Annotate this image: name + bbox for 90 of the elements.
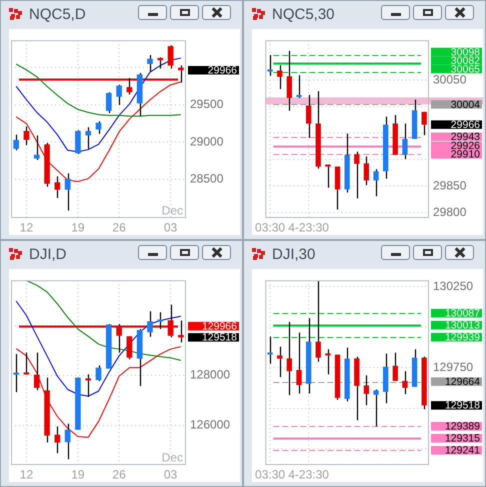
candlestick: [296, 332, 302, 394]
x-tick-label: 03: [164, 468, 178, 482]
candlestick: [334, 166, 340, 210]
chart-title: DJI,30: [272, 246, 316, 263]
text: 29966: [450, 118, 480, 131]
candlestick: [75, 130, 81, 155]
candlestick: [277, 64, 282, 90]
candlestick: [392, 352, 398, 382]
candlestick: [354, 151, 360, 199]
candlestick: [54, 176, 60, 199]
candlestick: [286, 50, 292, 112]
y-tick-label: 29800: [433, 205, 467, 220]
candlestick: [126, 78, 132, 96]
candlestick: [422, 111, 427, 136]
ref-line-label: 129939: [444, 331, 480, 344]
candlestick: [306, 94, 312, 138]
candlestick: [64, 172, 70, 212]
candlestick: [24, 352, 30, 376]
candlestick: [402, 370, 408, 395]
candlestick: [116, 84, 122, 106]
candlestick: [364, 156, 370, 186]
ref-line-label: 129315: [444, 432, 480, 445]
text: 129518: [202, 332, 237, 344]
x-tick-label: 4-23:30: [288, 220, 330, 235]
candlestick: [178, 320, 184, 343]
candlestick: [126, 336, 132, 360]
ref-line-label: 29910: [450, 148, 480, 161]
candlestick: [325, 164, 331, 188]
x-tick-label: 26: [112, 220, 126, 235]
candlestick: [85, 374, 92, 398]
candlestick: [116, 323, 122, 354]
ref-line-label: 129241: [444, 444, 480, 457]
annotation: Dec: [162, 450, 183, 464]
y-tick-label: 29000: [190, 134, 224, 148]
text: 129518: [444, 400, 480, 412]
ref-line-label: 129664: [444, 376, 480, 388]
candlestick: [157, 56, 164, 70]
y-tick-label: 129750: [433, 360, 474, 374]
candlestick: [96, 364, 102, 382]
y-tick-label: 28500: [190, 172, 224, 186]
candlestick: [267, 336, 273, 364]
x-tick-label: 4-23:30: [288, 468, 330, 482]
candlestick: [54, 426, 60, 454]
y-tick-label: 29850: [433, 178, 467, 192]
x-tick-label: 12: [20, 468, 34, 482]
ref-line-label: 130087: [444, 308, 480, 320]
candlestick: [402, 122, 408, 160]
candlestick: [13, 353, 19, 393]
x-tick-label: 03: [164, 220, 178, 235]
ref-line-label: 129389: [444, 420, 480, 433]
candlestick: [147, 310, 153, 338]
ref-line-label: 30004: [450, 98, 480, 111]
y-tick-label: 128000: [190, 368, 230, 382]
candlestick: [373, 388, 379, 428]
candlestick: [24, 126, 30, 146]
candlestick: [316, 280, 321, 362]
candlestick: [364, 374, 370, 406]
x-tick-label: 03:30: [255, 468, 286, 482]
y-tick-label: 29500: [190, 97, 224, 112]
chart-title: NQC5,30: [272, 6, 335, 23]
candlestick: [168, 304, 174, 338]
candlestick: [13, 134, 19, 151]
candlestick: [296, 74, 302, 99]
y-tick-label: 126000: [190, 418, 230, 432]
candlestick: [373, 168, 379, 197]
candlestick: [106, 92, 112, 114]
candlestick: [96, 120, 102, 135]
candlestick: [178, 64, 184, 84]
y-tick-label: 130250: [433, 278, 474, 293]
candlestick: [277, 346, 282, 378]
candlestick: [286, 321, 292, 396]
candlestick: [34, 134, 40, 161]
x-tick-label: 19: [71, 220, 85, 235]
candlestick: [168, 44, 174, 70]
candlestick: [34, 352, 40, 391]
x-tick-label: 19: [71, 468, 85, 482]
ref-line-label: 130013: [444, 319, 480, 332]
chart-title: NQC5,D: [29, 6, 86, 23]
text: 29966: [208, 64, 237, 77]
x-tick-label: 12: [20, 220, 34, 235]
x-tick-label: 26: [112, 468, 126, 482]
candlestick: [64, 423, 70, 460]
x-tick-label: 03:30: [255, 220, 286, 235]
annotation: Dec: [162, 203, 183, 218]
candlestick: [325, 348, 331, 375]
ref-line-label: 129966: [202, 320, 238, 333]
candlestick: [85, 126, 92, 150]
candlestick: [157, 312, 164, 330]
chart-title: DJI,D: [29, 246, 66, 263]
candlestick: [147, 54, 153, 72]
